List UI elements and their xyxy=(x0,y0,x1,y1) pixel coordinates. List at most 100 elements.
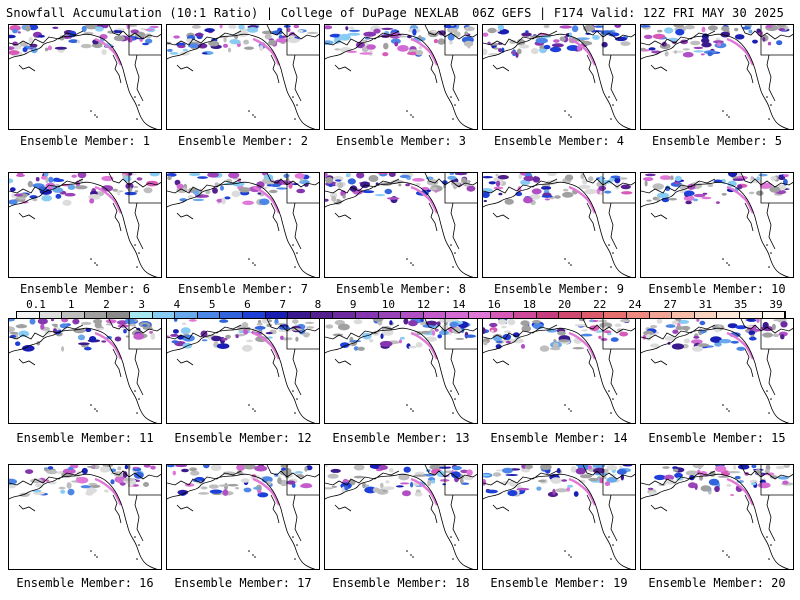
legend-color-swatch xyxy=(310,312,334,318)
snowfall-shading xyxy=(483,341,488,346)
snowfall-shading xyxy=(531,188,542,195)
snowfall-shading xyxy=(734,34,745,40)
snowfall-shading xyxy=(76,39,81,44)
snowfall-shading xyxy=(751,465,757,469)
snowfall-shading xyxy=(53,178,65,182)
coastline-borders xyxy=(167,319,319,423)
snowfall-shading xyxy=(286,38,300,43)
snowfall-shading xyxy=(489,322,498,328)
island-marker xyxy=(452,412,454,414)
snowfall-shading xyxy=(288,182,293,189)
snowfall-shading xyxy=(383,42,389,50)
snowfall-shading xyxy=(16,174,25,177)
snowfall-shading xyxy=(483,32,489,37)
island-marker xyxy=(94,114,96,116)
snowfall-shading xyxy=(664,336,675,341)
snowfall-shading xyxy=(783,174,789,178)
snowfall-shading xyxy=(643,34,653,39)
snowfall-shading xyxy=(737,173,742,177)
snowfall-shading xyxy=(178,490,187,496)
snowfall-shading xyxy=(398,473,410,481)
snowfall-shading xyxy=(85,328,92,332)
snowfall-shading xyxy=(502,333,512,341)
snowfall-shading xyxy=(733,465,737,470)
snowfall-map xyxy=(641,465,793,569)
snowfall-map xyxy=(9,319,161,423)
snowfall-shading xyxy=(701,26,706,33)
heavy-snow-band xyxy=(252,331,281,360)
snowfall-shading xyxy=(347,50,358,53)
snowfall-shading xyxy=(714,485,720,493)
snowfall-shading xyxy=(345,26,349,31)
snowfall-shading xyxy=(236,465,246,471)
snowfall-shading xyxy=(236,30,249,37)
snowfall-shading xyxy=(429,465,443,470)
snowfall-shading xyxy=(684,190,695,197)
snowfall-shading xyxy=(223,36,227,43)
snowfall-shading xyxy=(9,199,18,205)
snowfall-shading xyxy=(303,332,310,338)
coastline-borders xyxy=(483,25,635,129)
snowfall-shading xyxy=(180,327,191,335)
island-marker xyxy=(134,536,136,538)
snowfall-shading xyxy=(377,173,389,175)
snowfall-shading xyxy=(399,339,402,344)
snowfall-shading xyxy=(692,465,704,469)
island-marker xyxy=(252,262,254,264)
snowfall-shading xyxy=(55,193,62,199)
snowfall-shading xyxy=(661,41,667,47)
snowfall-shading xyxy=(127,187,133,192)
snowfall-shading xyxy=(203,465,210,469)
snowfall-shading xyxy=(130,29,139,34)
island-marker xyxy=(768,558,770,560)
snowfall-shading xyxy=(671,50,685,53)
island-marker xyxy=(294,266,296,268)
snowfall-shading xyxy=(395,485,404,488)
snowfall-shading xyxy=(410,481,414,488)
snowfall-shading xyxy=(439,330,449,336)
snowfall-shading xyxy=(277,477,282,485)
snowfall-shading xyxy=(573,491,579,497)
snowfall-shading xyxy=(532,176,541,183)
island-marker xyxy=(248,404,250,406)
legend-color-swatch xyxy=(740,312,763,318)
snowfall-shading xyxy=(756,319,760,323)
ensemble-member-label: Ensemble Member: 4 xyxy=(493,134,625,148)
snowfall-shading xyxy=(442,483,446,486)
snowfall-shading xyxy=(701,37,710,44)
snowfall-shading xyxy=(434,328,439,332)
island-marker xyxy=(568,114,570,116)
snowfall-shading xyxy=(645,173,656,177)
snowfall-shading xyxy=(403,466,411,473)
snowfall-shading xyxy=(144,28,154,31)
coastline-borders xyxy=(325,465,477,569)
snowfall-shading xyxy=(674,175,682,182)
snowfall-shading xyxy=(380,333,384,339)
island-marker xyxy=(770,398,772,400)
snowfall-shading xyxy=(256,322,263,326)
ensemble-member-label: Ensemble Member: 10 xyxy=(648,282,786,296)
snowfall-shading xyxy=(656,192,670,199)
island-marker xyxy=(454,398,456,400)
ensemble-member-label: Ensemble Member: 11 xyxy=(16,431,154,445)
snowfall-map xyxy=(9,173,161,277)
snowfall-shading xyxy=(674,50,678,54)
snowfall-shading xyxy=(197,43,208,49)
snowfall-shading xyxy=(398,35,408,38)
snowfall-shading xyxy=(9,50,20,56)
snowfall-shading xyxy=(77,334,86,341)
snowfall-map xyxy=(641,25,793,129)
snowfall-shading xyxy=(142,324,148,327)
snowfall-color-legend: 0.1 1 2 3 4 5 6 7 8 9 10 12 14 16 18 20 22 24 27 31 35 39 xyxy=(16,298,786,320)
snowfall-shading xyxy=(181,468,189,473)
snowfall-shading xyxy=(264,33,272,40)
snowfall-shading xyxy=(762,37,766,42)
snowfall-shading xyxy=(209,489,223,494)
snowfall-shading xyxy=(110,479,115,485)
snowfall-shading xyxy=(348,29,361,32)
heavy-snow-band xyxy=(726,331,755,360)
island-marker xyxy=(452,558,454,560)
snowfall-shading xyxy=(28,25,39,31)
snowfall-shading xyxy=(437,334,442,339)
snowfall-shading xyxy=(707,51,713,57)
